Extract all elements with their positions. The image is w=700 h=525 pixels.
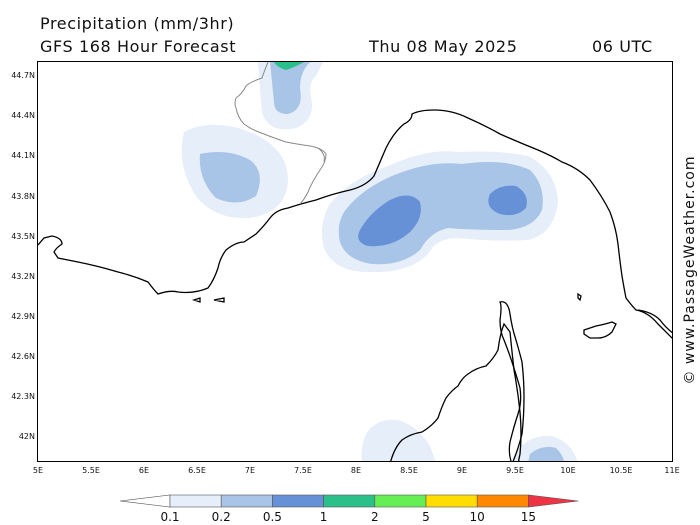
lon-label: 10.5E bbox=[609, 466, 633, 475]
legend-swatch-above bbox=[528, 494, 579, 508]
precip-area-south-2-inner bbox=[528, 446, 564, 461]
coastline-elba bbox=[583, 321, 617, 339]
coastlines bbox=[38, 109, 672, 461]
coastline-mainland bbox=[38, 109, 672, 339]
lon-label: 6E bbox=[138, 466, 150, 475]
legend-label: 0.2 bbox=[211, 510, 231, 524]
legend-swatch-below bbox=[119, 494, 171, 508]
legend-label: 0.1 bbox=[160, 510, 180, 524]
lat-label: 43.5N bbox=[11, 232, 35, 241]
lon-label: 10E bbox=[560, 466, 576, 475]
precip-core-1 bbox=[358, 195, 421, 247]
site-credit: © www.PassageWeather.com bbox=[682, 155, 698, 385]
legend-label: 10 bbox=[469, 510, 485, 524]
legend-label: 2 bbox=[370, 510, 379, 524]
coastline-corsica bbox=[499, 301, 525, 461]
lon-label: 9E bbox=[456, 466, 468, 475]
legend-label: 5 bbox=[422, 510, 430, 524]
country-borders bbox=[234, 62, 327, 205]
legend-swatch bbox=[425, 494, 478, 508]
coastline-sardinia bbox=[390, 322, 522, 461]
forecast-date: Thu 08 May 2025 bbox=[369, 37, 518, 56]
precipitation-map bbox=[38, 62, 672, 461]
map-area bbox=[37, 61, 673, 462]
precip-area-south-1 bbox=[361, 419, 436, 461]
lon-label: 8.5E bbox=[400, 466, 418, 475]
lon-label: 11E bbox=[664, 466, 680, 475]
precip-shading bbox=[181, 62, 578, 461]
lon-label: 9.5E bbox=[506, 466, 524, 475]
precip-core-2 bbox=[488, 185, 527, 216]
lat-label: 42N bbox=[18, 432, 35, 441]
lon-label: 7.5E bbox=[294, 466, 312, 475]
legend-swatch bbox=[220, 494, 273, 508]
coastline-capraia bbox=[577, 292, 582, 302]
legend-swatch bbox=[476, 494, 529, 508]
lat-label: 44.7N bbox=[11, 71, 35, 80]
lat-label: 43.2N bbox=[11, 272, 35, 281]
lon-label: 6.5E bbox=[188, 466, 206, 475]
lon-label: 5E bbox=[32, 466, 44, 475]
border-monaco bbox=[317, 147, 325, 163]
forecast-subtitle: GFS 168 Hour Forecast bbox=[40, 37, 237, 56]
map-title: Precipitation (mm/3hr) bbox=[40, 14, 235, 33]
legend-colorbar bbox=[119, 494, 579, 508]
legend-swatch bbox=[272, 494, 324, 508]
coastline-hyeres bbox=[191, 297, 225, 303]
lat-label: 42.6N bbox=[11, 352, 35, 361]
lat-label: 42.3N bbox=[11, 392, 35, 401]
legend-label: 1 bbox=[319, 510, 328, 524]
forecast-time: 06 UTC bbox=[592, 37, 653, 56]
lon-label: 7E bbox=[244, 466, 256, 475]
lon-label: 5.5E bbox=[82, 466, 100, 475]
precip-area-north-inner bbox=[270, 62, 310, 114]
legend-label: 0.5 bbox=[262, 510, 282, 524]
coastline-tail bbox=[637, 309, 672, 334]
legend-swatch bbox=[169, 494, 222, 508]
lat-label: 42.9N bbox=[11, 312, 35, 321]
lat-label: 44.1N bbox=[11, 151, 35, 160]
lon-label: 8E bbox=[350, 466, 362, 475]
precip-area-west-inner bbox=[199, 152, 260, 203]
lat-label: 44.4N bbox=[11, 111, 35, 120]
legend-swatch bbox=[374, 494, 427, 508]
precip-area-north-core bbox=[274, 62, 304, 70]
lat-label: 43.8N bbox=[11, 192, 35, 201]
legend-label: 15 bbox=[520, 510, 537, 524]
border-france-italy bbox=[234, 62, 327, 205]
legend-swatch bbox=[323, 494, 376, 508]
